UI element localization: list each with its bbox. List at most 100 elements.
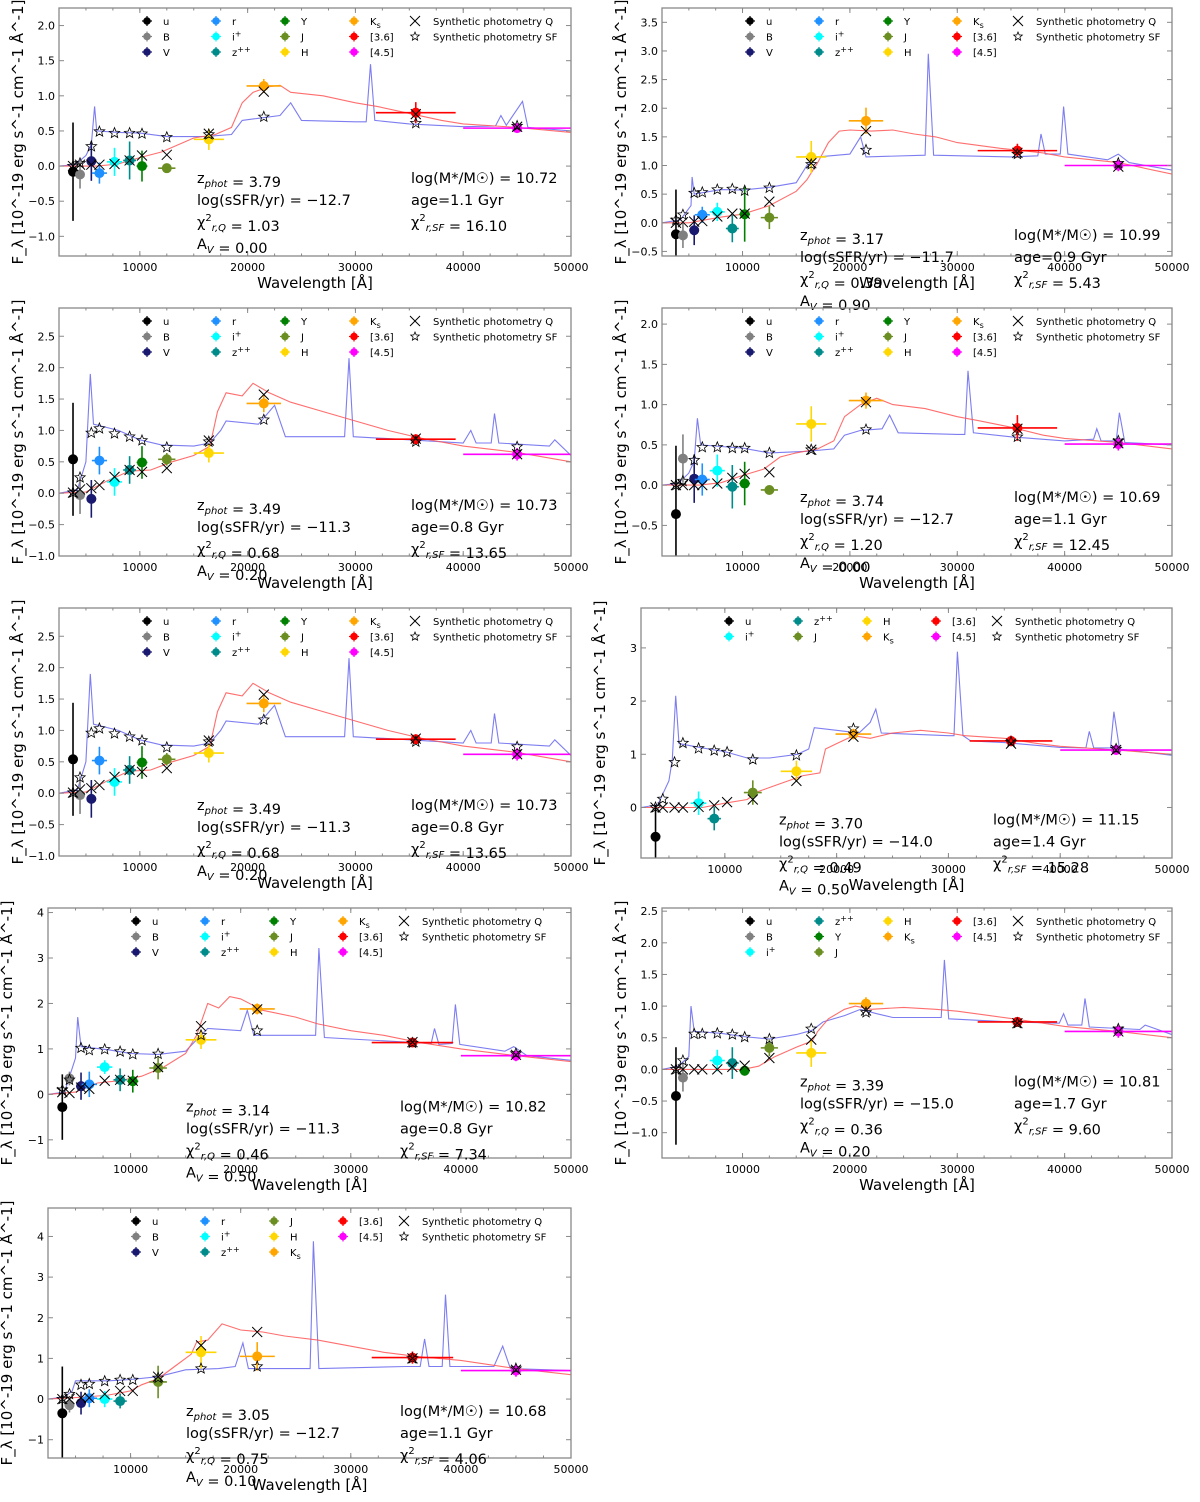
legend-item-V: V [142, 347, 170, 359]
x-tick-label: 50000 [1155, 261, 1190, 274]
flux-marker [99, 1394, 110, 1405]
legend-item-i: i+ [200, 930, 230, 944]
synth-q-marker [136, 150, 148, 161]
legend-item-synth-sf: Synthetic photometry SF [409, 630, 558, 644]
legend-label: Ks [370, 617, 381, 630]
legend-item-synth-q: Synthetic photometry Q [409, 15, 553, 28]
annotation-chi2-q: χ2​r,Q = 0.46 [186, 1141, 269, 1163]
photometry-point-36 [375, 102, 456, 124]
legend-label: J [300, 33, 304, 44]
photometry-point-J [743, 780, 762, 805]
synth-q-marker [407, 1036, 418, 1048]
legend-item-B: B [131, 931, 159, 944]
legend-item-Y: Y [883, 16, 911, 28]
legend-item-V: V [745, 47, 773, 59]
legend-item-J: J [269, 1216, 293, 1228]
flux-marker [670, 509, 681, 520]
synth-sf-marker [83, 1043, 96, 1056]
legend-item-36: [3.6] [338, 931, 383, 944]
annotation-zphot: zphot = 3.74 [800, 490, 884, 510]
synth-q-marker [1112, 1026, 1124, 1037]
legend-item-synth-sf: Synthetic photometry SF [991, 630, 1140, 644]
synth-q-marker [791, 775, 802, 787]
legend-label: J [289, 1217, 293, 1228]
annotation-stellar-mass: log(M*/M☉) = 10.68 [400, 1404, 546, 1420]
legend-item-45: [4.5] [952, 47, 997, 59]
legend-item-synth-q: Synthetic photometry Q [1012, 315, 1156, 328]
legend-item-J: J [814, 947, 838, 959]
synth-q-marker [94, 779, 105, 791]
synth-sf-marker [63, 1073, 76, 1086]
flux-marker [94, 168, 105, 179]
synth-sf-marker [510, 119, 524, 132]
legend-item-45: [4.5] [349, 47, 394, 59]
legend-label: Y [903, 317, 911, 328]
synth-sf-marker [409, 435, 423, 448]
synth-sf-marker [687, 453, 701, 466]
legend-item-z: z++ [211, 45, 251, 59]
legend-label: i+ [232, 30, 241, 44]
legend-item-z: z++ [211, 345, 251, 359]
synth-sf-marker [1112, 156, 1125, 169]
flux-marker [57, 1102, 68, 1113]
photometry-point-J [158, 453, 176, 466]
synth-sf-marker [763, 181, 776, 194]
y-axis-label: F_λ [10^-19 erg s^-1 cm^-1 Å^-1] [8, 600, 28, 865]
synth-q-marker [94, 159, 105, 171]
legend-label: Ks [904, 933, 915, 946]
synth-q-marker [511, 448, 523, 460]
legend-label: H [904, 917, 912, 928]
legend-item-V: V [142, 647, 170, 659]
y-axis-label: F_λ [10^-19 erg s^-1 cm^-1 Å^-1] [0, 901, 17, 1166]
plot-area [59, 658, 571, 818]
flux-marker [861, 998, 871, 1009]
synth-sf-marker [509, 1046, 523, 1059]
legend-label: Synthetic photometry SF [1036, 33, 1161, 44]
photometry-point-V [86, 480, 97, 518]
legend-item-Ks: Ks [349, 16, 381, 30]
synth-sf-marker [250, 1024, 264, 1037]
y-axis-label: F_λ [10^-19 erg s^-1 cm^-1 Å^-1] [590, 601, 610, 866]
y-tick-label: 4 [37, 1230, 44, 1243]
legend-label: u [745, 617, 751, 628]
fit-annotations: zphot = 3.17 log(sSFR/yr) = −11.7 χ2​r,Q =… [800, 228, 1160, 314]
x-axis-label: Wavelength [Å] [849, 875, 965, 894]
y-tick-label: 0 [37, 1088, 44, 1101]
synth-q-marker [708, 799, 720, 811]
synth-q-marker [711, 1064, 723, 1075]
synth-q-marker [258, 389, 270, 400]
flux-marker [689, 473, 700, 484]
flux-marker [1012, 145, 1023, 156]
flux-marker [764, 484, 775, 495]
legend-item-u: u [724, 616, 751, 628]
synth-q-marker [75, 1392, 87, 1404]
model-sf-spectrum [59, 358, 571, 494]
annotation-chi2-sf: χ2​r,SF = 15.28 [993, 854, 1089, 876]
photometry-point-B [75, 160, 86, 189]
x-tick-label: 40000 [443, 1463, 478, 1476]
flux-marker [861, 115, 871, 126]
legend: u i+ z++ J H Ks [3.6] [4.5] Synthetic photometry… [724, 614, 1140, 646]
plot-area [48, 1241, 571, 1458]
annotation-chi2-sf: χ2​r,SF = 13.65 [411, 840, 507, 862]
flux-marker [68, 754, 79, 765]
synth-q-marker [1112, 437, 1124, 449]
legend-item-r: r [200, 1216, 226, 1228]
synth-sf-marker [123, 730, 136, 743]
legend-item-synth-sf: Synthetic photometry SF [1012, 30, 1161, 44]
photometry-point-r [694, 206, 710, 223]
flux-marker [848, 729, 859, 740]
synth-sf-marker [202, 435, 216, 448]
y-tick-label: −0.5 [28, 195, 55, 208]
model-sf-spectrum [662, 370, 1172, 486]
y-tick-label: −1.0 [28, 230, 55, 243]
plot-area [662, 959, 1172, 1145]
synth-q-marker [203, 735, 215, 746]
legend-label: z++ [221, 1245, 240, 1259]
annotation-age: age=0.9 Gyr [1014, 250, 1107, 266]
y-tick-label: 3 [37, 952, 44, 965]
synth-q-marker [161, 762, 173, 774]
photometry-point-z [725, 465, 739, 509]
y-tick-label: −1 [28, 1434, 44, 1447]
